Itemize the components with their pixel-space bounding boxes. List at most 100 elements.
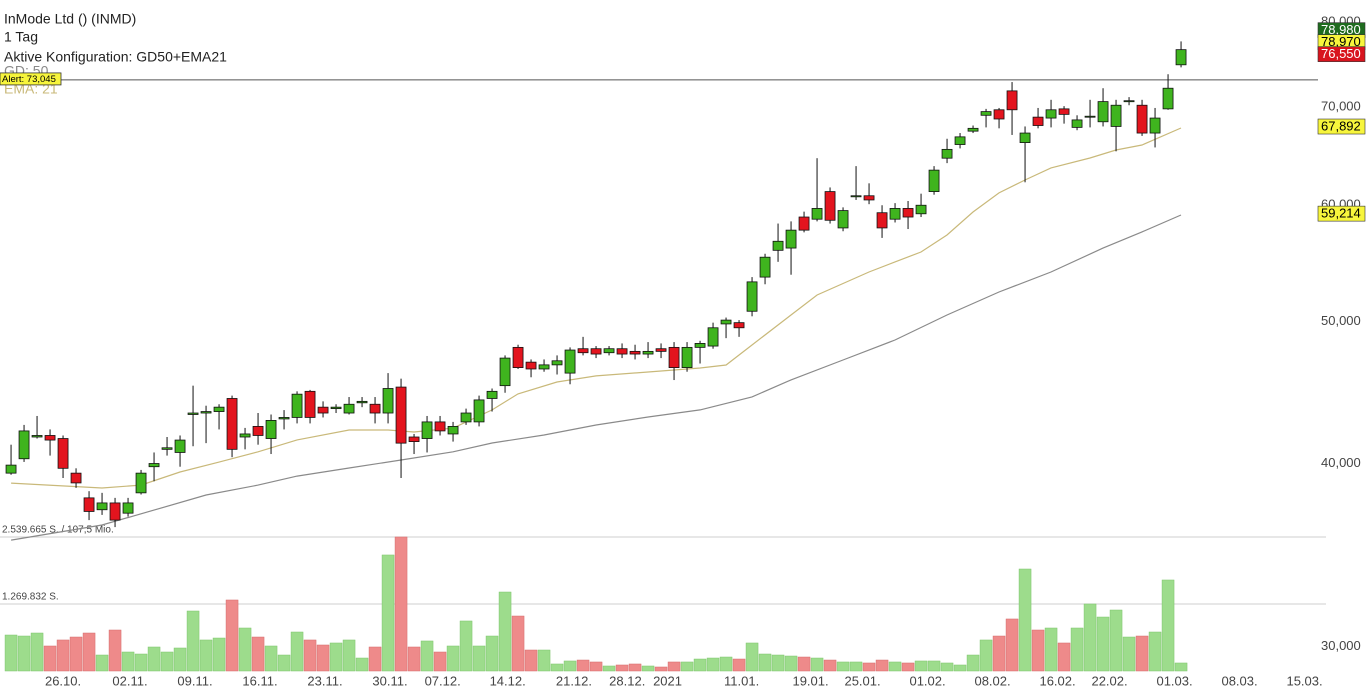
- volume-bar: [95, 654, 109, 672]
- candle-body: [239, 433, 251, 438]
- candle-body: [330, 406, 342, 410]
- volume-bar: [420, 640, 434, 672]
- volume-bar: [771, 654, 785, 672]
- volume-bar: [745, 642, 759, 672]
- volume-bar: [953, 664, 967, 672]
- volume-bar: [342, 639, 356, 672]
- volume-bar: [238, 627, 252, 672]
- candle-body: [70, 472, 82, 484]
- volume-bar: [849, 661, 863, 672]
- candle-body: [304, 390, 316, 418]
- volume-bar: [186, 610, 200, 672]
- x-tick-label: 23.11.: [307, 673, 342, 688]
- candle-body: [1175, 49, 1187, 66]
- volume-bar: [498, 591, 512, 672]
- candle-body: [460, 412, 472, 423]
- price-label: 78,980: [1321, 22, 1361, 37]
- y-tick-label: 70,000: [1321, 98, 1361, 113]
- volume-bar: [1031, 629, 1045, 672]
- volume-bar: [1122, 636, 1136, 672]
- candle-body: [447, 425, 459, 435]
- volume-bar: [823, 659, 837, 672]
- volume-bar: [1174, 662, 1188, 672]
- candle-body: [590, 348, 602, 355]
- candle-body: [421, 421, 433, 439]
- volume-bar: [4, 634, 18, 672]
- volume-bar: [1161, 579, 1175, 672]
- candle-body: [226, 398, 238, 450]
- volume-bar: [1044, 627, 1058, 672]
- volume-bar: [316, 644, 330, 672]
- candle-body: [707, 327, 719, 347]
- candle-body: [83, 497, 95, 512]
- volume-bar: [225, 599, 239, 672]
- candle-body: [642, 350, 654, 355]
- candle-body: [837, 210, 849, 229]
- candle-body: [291, 393, 303, 418]
- candle-body: [668, 346, 680, 369]
- candle-body: [265, 420, 277, 439]
- x-tick-label: 09.11.: [177, 673, 212, 688]
- volume-bar: [1148, 631, 1162, 672]
- volume-bar: [1018, 568, 1032, 672]
- candle-body: [252, 425, 264, 436]
- candle-body: [876, 212, 888, 229]
- volume-bar: [251, 636, 265, 672]
- candle-body: [213, 406, 225, 412]
- volume-bar: [836, 661, 850, 672]
- candle-body: [512, 346, 524, 369]
- candle-body: [538, 364, 550, 370]
- volume-bar: [212, 637, 226, 672]
- period: 1 Tag: [4, 29, 38, 45]
- volume-bar: [121, 651, 135, 672]
- alert-label: Alert: 73,045: [2, 74, 56, 85]
- x-tick-label: 01.02.: [909, 673, 945, 688]
- candle-body: [941, 148, 953, 159]
- x-tick-label: 22.02.: [1091, 673, 1127, 688]
- volume-bar: [355, 657, 369, 672]
- candle-body: [785, 229, 797, 249]
- candle-body: [720, 319, 732, 325]
- candle-body: [1058, 108, 1070, 115]
- volume-bar: [628, 663, 642, 672]
- candle-body: [18, 430, 30, 460]
- candle-body: [200, 411, 212, 414]
- x-tick-label: 11.01.: [724, 673, 759, 688]
- candle-body: [928, 169, 940, 192]
- volume-tick-label: 1.269.832 S.: [2, 592, 59, 603]
- candle-body: [135, 472, 147, 494]
- chart-title: InMode Ltd () (INMD): [4, 11, 136, 27]
- x-tick-label: 08.03.: [1221, 673, 1257, 688]
- x-tick-label: 02.11.: [112, 673, 147, 688]
- volume-bar: [108, 629, 122, 672]
- candle-body: [317, 406, 329, 414]
- volume-bar: [290, 631, 304, 672]
- candle-body: [967, 127, 979, 132]
- candle-body: [109, 502, 121, 521]
- volume-bar: [446, 645, 460, 672]
- candle-body: [980, 111, 992, 116]
- volume-bar: [160, 651, 174, 672]
- price-label: 67,892: [1321, 118, 1361, 133]
- x-tick-label: 07.12.: [425, 673, 461, 688]
- candle-body: [1045, 109, 1057, 119]
- candle-body: [57, 438, 69, 469]
- candle-body: [1071, 119, 1083, 128]
- volume-bar: [680, 661, 694, 672]
- volume-bar: [563, 660, 577, 672]
- candle-body: [993, 109, 1005, 120]
- candle-body: [31, 435, 43, 438]
- volume-bar: [459, 620, 473, 672]
- candle-body: [577, 348, 589, 354]
- volume-bar: [927, 660, 941, 672]
- x-tick-label: 28.12.: [609, 673, 645, 688]
- config: Aktive Konfiguration: GD50+EMA21: [4, 49, 227, 65]
- candle-body: [434, 421, 446, 432]
- candle-body: [746, 281, 758, 312]
- candle-body: [603, 348, 615, 354]
- volume-bar: [667, 661, 681, 672]
- candle-body: [343, 403, 355, 414]
- volume-bar: [914, 660, 928, 672]
- candle-body: [655, 348, 667, 352]
- candle-body: [681, 346, 693, 369]
